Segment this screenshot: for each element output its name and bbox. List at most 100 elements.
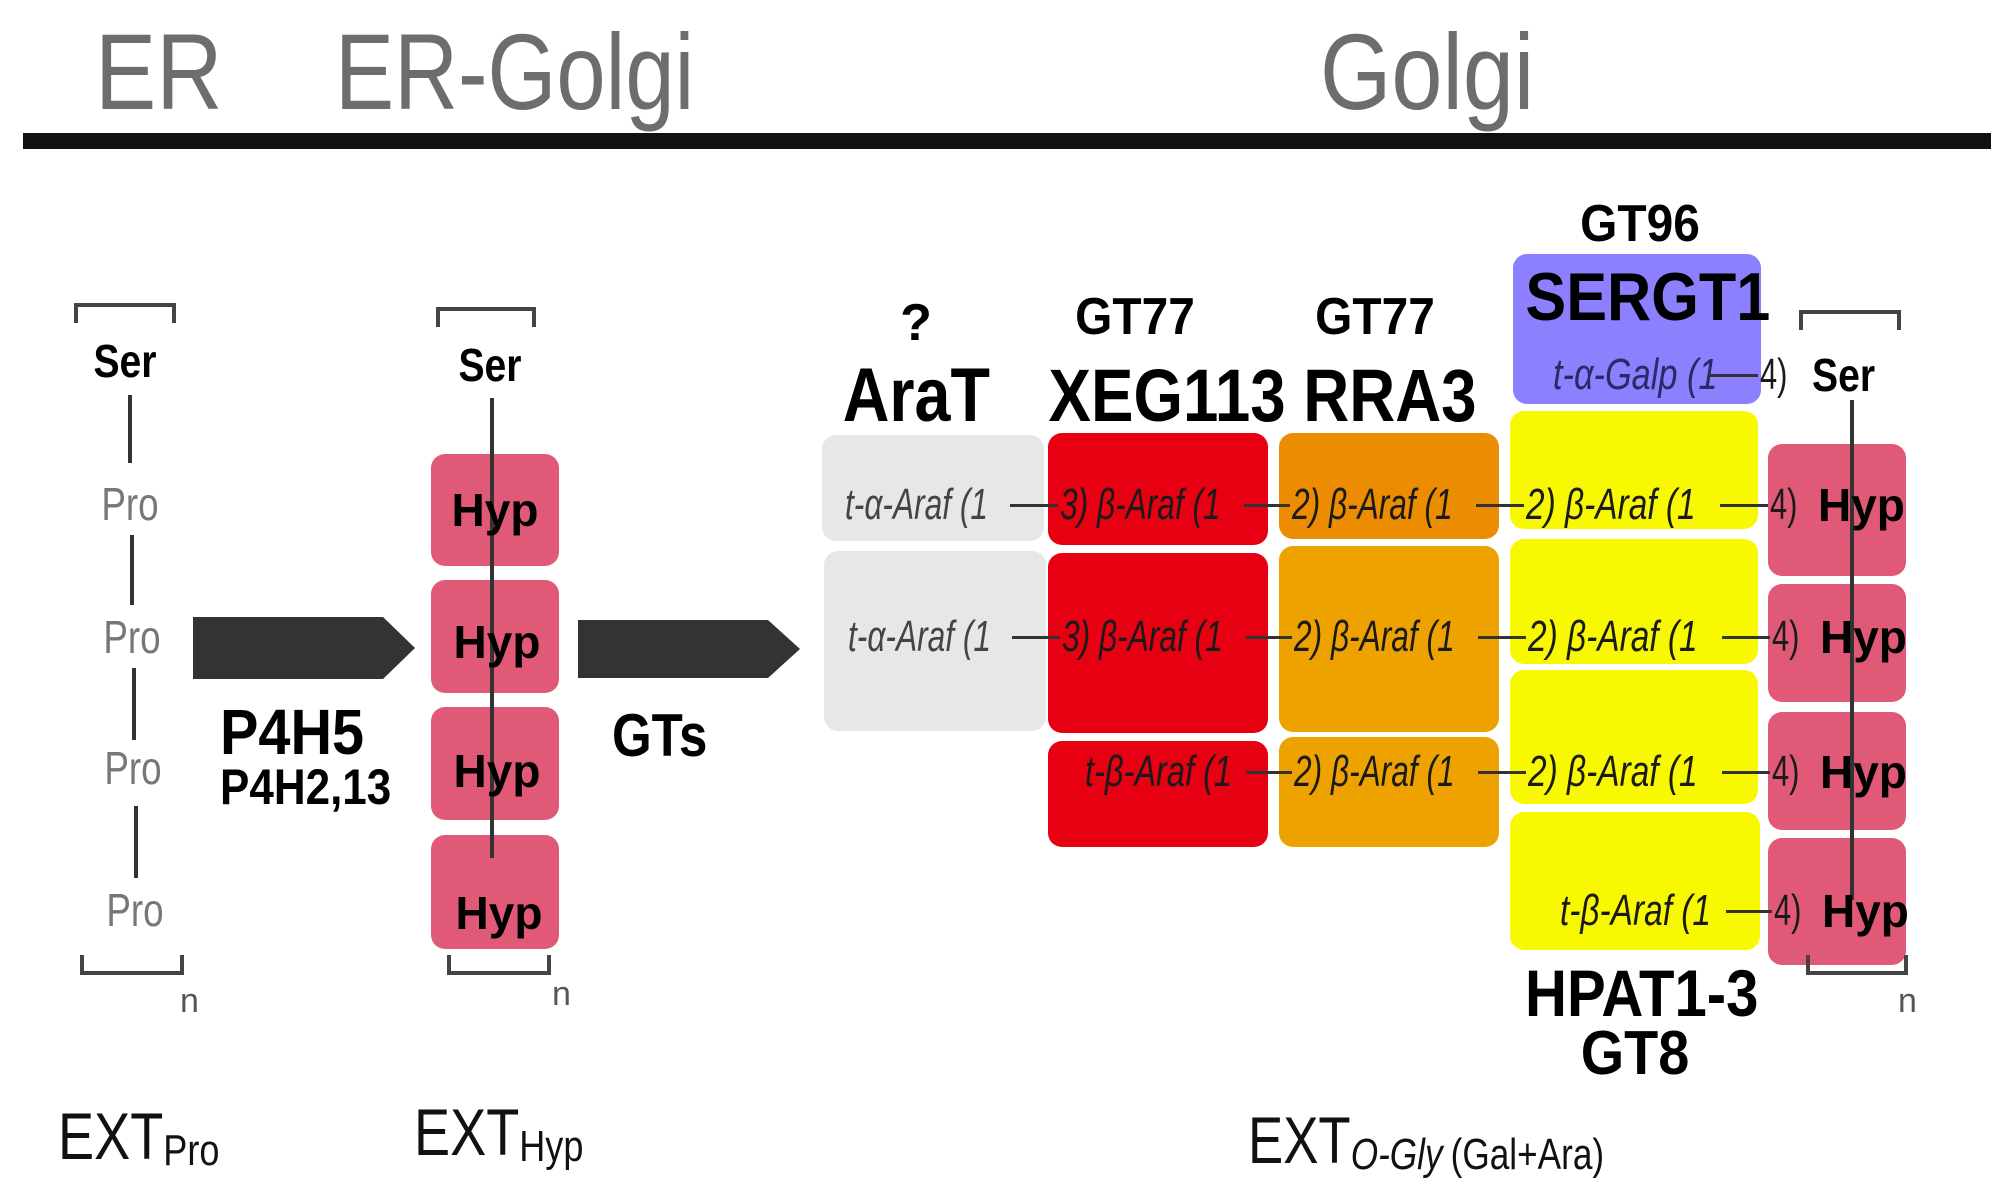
ext-o-gly-label: EXTO-Gly (Gal+Ara) xyxy=(1248,1102,1693,1179)
repeat-n-label: n xyxy=(180,982,199,1021)
rra3-box xyxy=(1279,737,1499,847)
enzyme-gts-label: GTs xyxy=(612,702,708,769)
row3-xeg113-sugar: t-β-Araf (1 xyxy=(1085,747,1284,797)
compartment-er: ER xyxy=(95,18,245,126)
enzyme-hpat-label: HPAT1-3 xyxy=(1525,956,1759,1030)
linkage-arrow-icon xyxy=(1246,771,1292,774)
hyp-label: Hyp xyxy=(1820,611,1907,663)
pro-residue: Pro xyxy=(77,612,187,662)
sugar-label: t-α-Araf (1 xyxy=(845,480,989,529)
bond-line xyxy=(490,398,494,858)
linkage-4-label: 4) xyxy=(1772,612,1800,661)
hyp-box xyxy=(1768,712,1906,830)
linkage-label: 4) xyxy=(1772,612,1811,662)
row1-rra3-sugar: 2) β-Araf (1 xyxy=(1292,480,1515,530)
family-gt96-label: GT96 xyxy=(1580,195,1700,253)
ser-label: Ser xyxy=(1812,349,1876,401)
linkage-arrow-icon xyxy=(1010,504,1058,507)
linkage-arrow-icon xyxy=(1478,636,1526,639)
repeat-bracket-top-hyp xyxy=(436,307,536,327)
ext-sub-label: Hyp xyxy=(519,1122,584,1171)
bond-line xyxy=(128,395,132,463)
hyp-box xyxy=(1768,838,1906,965)
ser-residue-pro: Ser xyxy=(70,336,180,386)
sugar-label: 2) β-Araf (1 xyxy=(1294,747,1455,796)
ser-label: Ser xyxy=(93,335,157,387)
hyp-residue: Hyp xyxy=(1820,612,1907,662)
ext-sub-label: O-Gly xyxy=(1350,1130,1443,1179)
row1-xeg113-sugar: 3) β-Araf (1 xyxy=(1060,480,1283,530)
pro-label: Pro xyxy=(106,884,164,936)
row2-xeg113-sugar: 3) β-Araf (1 xyxy=(1062,612,1285,662)
hyp-label: Hyp xyxy=(1818,479,1905,531)
sugar-label: 2) β-Araf (1 xyxy=(1526,480,1696,529)
hyp-box xyxy=(1768,444,1906,576)
repeat-n: n xyxy=(552,975,571,1013)
sugar-label: 2) β-Araf (1 xyxy=(1292,480,1453,529)
ext-note-label: (Gal+Ara) xyxy=(1450,1130,1605,1179)
pro-residue: Pro xyxy=(75,479,185,529)
repeat-bracket-top-oGly xyxy=(1799,310,1901,330)
galp-sugar: t-α-Galp (1 xyxy=(1553,350,1764,400)
bond-line xyxy=(134,806,138,878)
p4h5-arrow-icon xyxy=(193,617,415,679)
sugar-label: 2) β-Araf (1 xyxy=(1294,612,1455,661)
enzyme-sergt1-family: GT96 xyxy=(1555,198,1725,250)
hpat-box xyxy=(1510,812,1760,950)
family-gt77-label: GT77 xyxy=(1315,288,1435,346)
sugar-label: 3) β-Araf (1 xyxy=(1062,612,1223,661)
repeat-n: n xyxy=(180,982,199,1020)
linkage-arrow-icon xyxy=(1246,636,1292,639)
enzyme-sergt1-label: SERGT1 xyxy=(1525,259,1771,335)
linkage-label: 4) xyxy=(1760,350,1799,400)
ext-sub-label: Pro xyxy=(163,1126,220,1175)
linkage-label: 4) xyxy=(1770,480,1809,530)
hyp-residue: Hyp xyxy=(433,746,561,796)
linkage-4-label: 4) xyxy=(1770,480,1798,529)
arat-box xyxy=(822,435,1044,541)
ser-label: Ser xyxy=(458,339,522,391)
enzyme-xeg113-label: XEG113 xyxy=(1048,354,1286,437)
enzyme-arat: AraT xyxy=(830,358,1000,434)
row1-arat-sugar: t-α-Araf (1 xyxy=(845,480,1044,530)
sugar-label: 2) β-Araf (1 xyxy=(1528,747,1698,796)
row2-rra3-sugar: 2) β-Araf (1 xyxy=(1294,612,1517,662)
ser-residue-oGly: Ser xyxy=(1812,350,1886,400)
linkage-arrow-icon xyxy=(1726,910,1772,913)
hyp-box xyxy=(431,454,559,566)
row1-hpat-sugar: 2) β-Araf (1 xyxy=(1526,480,1749,530)
gts-arrow-icon xyxy=(578,620,800,678)
hyp-label: Hyp xyxy=(1822,885,1909,937)
repeat-bracket-bottom-hyp xyxy=(447,955,551,975)
repeat-n: n xyxy=(1898,982,1917,1020)
hyp-residue: Hyp xyxy=(1822,886,1909,936)
repeat-n-label: n xyxy=(1898,982,1917,1021)
sugar-label: 3) β-Araf (1 xyxy=(1060,480,1221,529)
hyp-box xyxy=(1768,584,1906,702)
linkage-4-label: 4) xyxy=(1772,747,1800,796)
sugar-label: t-β-Araf (1 xyxy=(1560,886,1712,935)
linkage-arrow-icon xyxy=(1478,771,1526,774)
enzyme-p4h2-13: P4H2,13 xyxy=(220,762,415,812)
enzyme-rra3-label: RRA3 xyxy=(1303,354,1477,437)
compartment-golgi: Golgi xyxy=(1320,18,1572,126)
arat-box xyxy=(824,551,1046,731)
hyp-box xyxy=(431,707,559,820)
sugar-label: 2) β-Araf (1 xyxy=(1528,612,1698,661)
repeat-bracket-bottom-oGly xyxy=(1806,955,1908,975)
enzyme-p4h5-label: P4H5 xyxy=(220,696,365,768)
linkage-label: 4) xyxy=(1774,886,1813,936)
enzyme-arat-family: ? xyxy=(856,294,976,352)
linkage-arrow-icon xyxy=(1244,504,1290,507)
row2-arat-sugar: t-α-Araf (1 xyxy=(848,612,1047,662)
row4-hpat-sugar: t-β-Araf (1 xyxy=(1560,886,1759,936)
ext-hyp-label: EXTHyp xyxy=(414,1094,621,1171)
hyp-label: Hyp xyxy=(451,484,539,536)
enzyme-rra3: RRA3 xyxy=(1290,354,1480,437)
compartment-golgi-label: Golgi xyxy=(1320,11,1535,132)
row3-rra3-sugar: 2) β-Araf (1 xyxy=(1294,747,1517,797)
pro-residue: Pro xyxy=(80,885,190,935)
enzyme-xeg113: XEG113 xyxy=(1030,354,1295,437)
hyp-label: Hyp xyxy=(453,616,541,668)
unknown-family-label: ? xyxy=(900,294,932,352)
